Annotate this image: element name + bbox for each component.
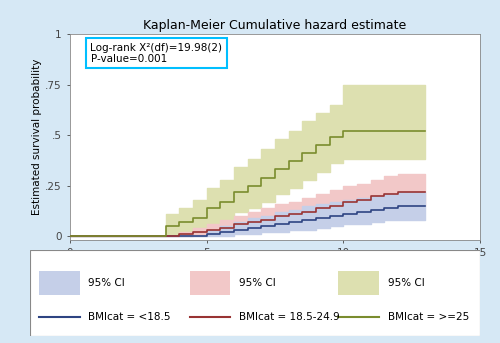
Bar — [39, 271, 80, 295]
Text: Log-rank X²(df)=19.98(2)
P-value=0.001: Log-rank X²(df)=19.98(2) P-value=0.001 — [90, 43, 222, 64]
Bar — [190, 271, 230, 295]
Text: 95% CI: 95% CI — [388, 278, 424, 288]
Text: BMIcat = <18.5: BMIcat = <18.5 — [88, 312, 171, 322]
Text: BMIcat = >=25: BMIcat = >=25 — [388, 312, 469, 322]
Title: Kaplan-Meier Cumulative hazard estimate: Kaplan-Meier Cumulative hazard estimate — [144, 19, 406, 32]
X-axis label: Survival time in months: Survival time in months — [204, 261, 346, 274]
Text: BMIcat = 18.5-24.9: BMIcat = 18.5-24.9 — [240, 312, 340, 322]
Text: 95% CI: 95% CI — [240, 278, 276, 288]
Bar — [338, 271, 379, 295]
Text: 95% CI: 95% CI — [88, 278, 125, 288]
Y-axis label: Estimated survival probability: Estimated survival probability — [32, 59, 42, 215]
